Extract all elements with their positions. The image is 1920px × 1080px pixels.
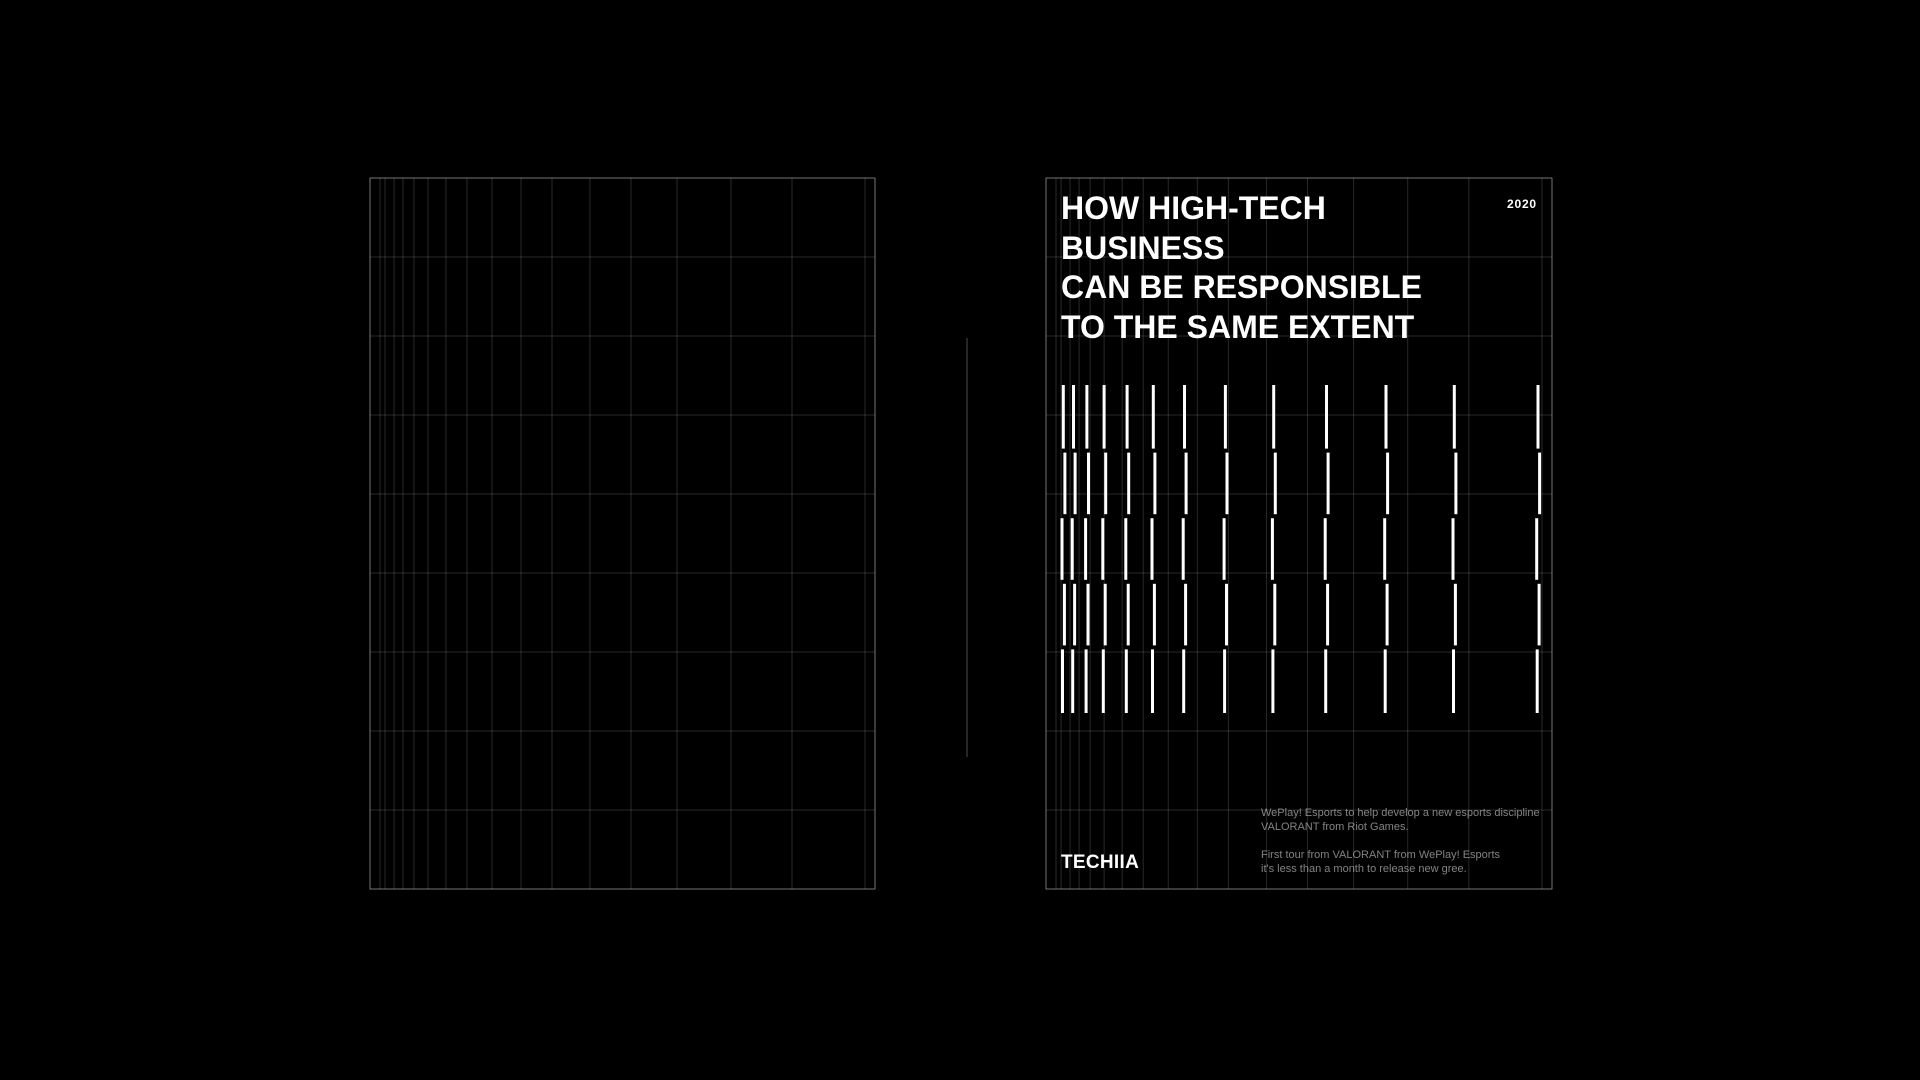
svg-text:BUSINESS: BUSINESS	[1061, 230, 1225, 266]
svg-text:HOW HIGH-TECH: HOW HIGH-TECH	[1061, 190, 1326, 226]
svg-text:2020: 2020	[1507, 197, 1537, 211]
svg-text:First tour from VALORANT from: First tour from VALORANT from WePlay! Es…	[1261, 849, 1500, 861]
svg-text:it's less than a month to rele: it's less than a month to release new gr…	[1261, 863, 1467, 875]
svg-text:TO THE SAME EXTENT: TO THE SAME EXTENT	[1061, 309, 1415, 345]
svg-text:CAN BE RESPONSIBLE: CAN BE RESPONSIBLE	[1061, 269, 1422, 305]
svg-text:TECHIIA: TECHIIA	[1061, 852, 1139, 873]
svg-text:VALORANT from Riot Games.: VALORANT from Riot Games.	[1261, 821, 1409, 833]
svg-text:WePlay! Esports to help develo: WePlay! Esports to help develop a new es…	[1261, 807, 1540, 819]
